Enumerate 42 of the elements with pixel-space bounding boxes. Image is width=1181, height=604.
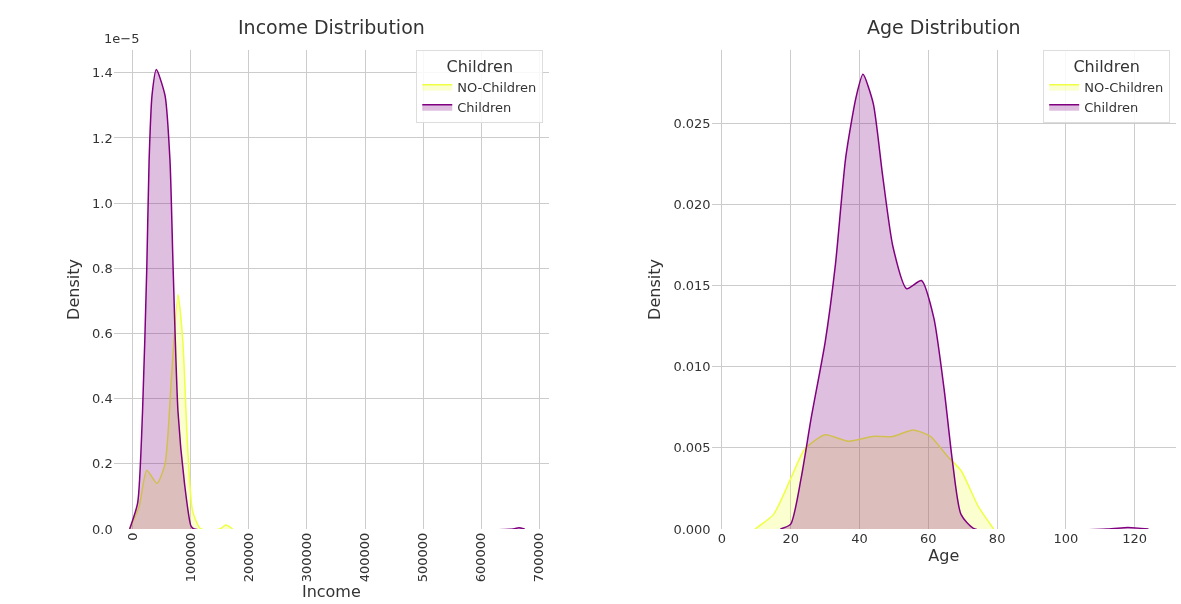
y-tick-label: 0.010	[673, 359, 711, 375]
text: 1e−5	[104, 31, 140, 46]
y-tick-label: 1.0	[92, 195, 113, 211]
x-tick-label: 700000	[531, 532, 547, 583]
x-tick-label: 100	[1053, 531, 1079, 546]
chart-title: Income Distribution	[238, 16, 425, 38]
y-tick-label: 0.6	[92, 326, 113, 342]
x-tick-label: 120	[1122, 531, 1148, 546]
x-tick-label: 500000	[415, 532, 431, 583]
legend-title: Children	[1073, 56, 1140, 76]
x-tick-label: 0	[125, 532, 141, 541]
y-tick-label: 0.015	[673, 277, 711, 293]
x-tick-label: 200000	[241, 532, 257, 583]
x-tick-label: 100000	[183, 532, 199, 583]
y-tick-label: 0.2	[92, 456, 113, 472]
y-tick-label: 0.4	[92, 391, 113, 407]
legend-label: NO-Children	[1084, 79, 1164, 95]
x-axis-title: Income	[301, 582, 361, 602]
legend-label: Children	[457, 99, 512, 115]
legend-title: Children	[446, 56, 514, 76]
y-axis-title: Density	[645, 259, 665, 320]
x-tick-label: 400000	[357, 532, 373, 583]
x-tick-label: 60	[920, 531, 937, 546]
y-tick-label: 0.020	[673, 196, 711, 212]
x-tick-label: 300000	[299, 532, 315, 583]
legend-label: Children	[1084, 99, 1139, 115]
x-tick-label: 80	[988, 531, 1006, 546]
x-tick-label: 0	[717, 531, 727, 546]
y-tick-label: 1.2	[92, 130, 113, 146]
y-tick-label: 0.000	[673, 521, 711, 537]
chart-title: Age Distribution	[867, 16, 1021, 38]
y-tick-label: 0.025	[673, 115, 711, 131]
x-tick-label: 20	[782, 531, 799, 546]
legend-label: NO-Children	[457, 79, 537, 95]
x-axis-title: Age	[928, 546, 960, 565]
y-tick-label: 0.005	[673, 440, 711, 456]
y-tick-label: 0.8	[92, 260, 113, 276]
x-tick-label: 40	[851, 531, 868, 546]
x-tick-label: 600000	[473, 532, 489, 583]
y-tick-label: 1.4	[92, 65, 113, 81]
y-axis-title: Density	[63, 259, 83, 320]
y-tick-label: 0.0	[92, 521, 113, 537]
